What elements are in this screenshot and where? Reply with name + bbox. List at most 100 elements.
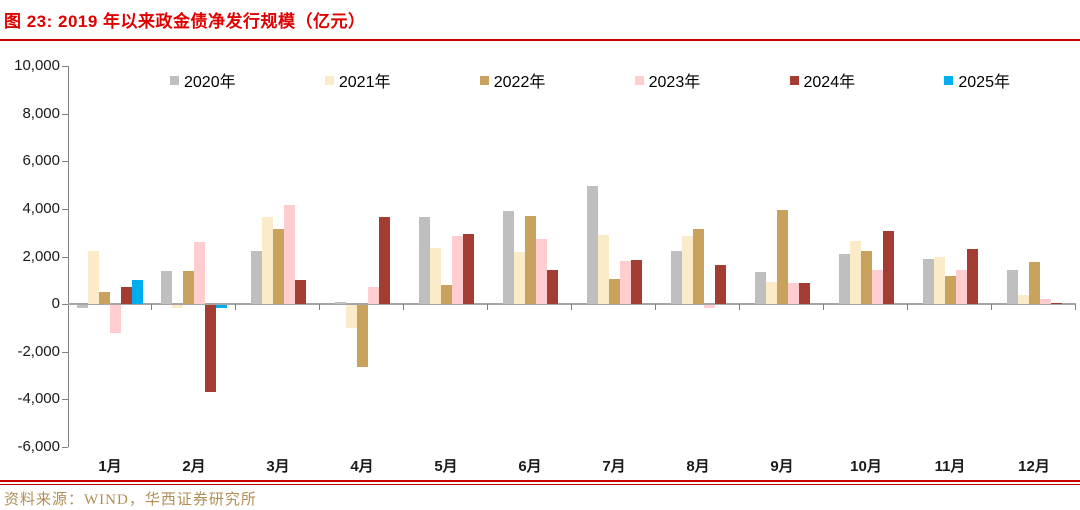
legend-label: 2024年 bbox=[803, 74, 856, 91]
bar-2024年-5月 bbox=[462, 233, 474, 305]
plot-area bbox=[62, 66, 1076, 448]
bar-2024年-1月 bbox=[121, 287, 132, 305]
legend-label: 2020年 bbox=[184, 74, 236, 91]
y-axis-tick-label: 2,000 bbox=[22, 247, 60, 265]
y-axis-tick bbox=[62, 66, 68, 67]
y-axis-tick bbox=[62, 399, 68, 401]
legend-swatch bbox=[170, 75, 179, 85]
bar-2020年-7月 bbox=[586, 186, 598, 305]
bar-2020年-4月 bbox=[334, 301, 346, 305]
bar-2023年-1月 bbox=[110, 305, 121, 333]
bar-2020年-5月 bbox=[418, 217, 430, 305]
bar-2021年-8月 bbox=[681, 236, 693, 305]
x-axis-tick bbox=[991, 304, 992, 311]
legend-swatch bbox=[324, 75, 334, 85]
bar-2021年-6月 bbox=[513, 251, 525, 305]
x-axis-zero-line bbox=[68, 303, 1076, 306]
legend-item-2020年: 2020年 bbox=[170, 68, 236, 92]
legend-item-2021年: 2021年 bbox=[324, 68, 390, 92]
bar-2022年-1月 bbox=[99, 292, 110, 305]
bar-2020年-10月 bbox=[838, 254, 850, 305]
bar-2022年-2月 bbox=[183, 270, 194, 305]
bar-2021年-9月 bbox=[765, 281, 777, 305]
bar-2020年-12月 bbox=[1006, 269, 1018, 305]
bar-2024年-10月 bbox=[882, 231, 894, 305]
x-axis-label-4月: 4月 bbox=[350, 458, 374, 475]
bar-2023年-5月 bbox=[451, 236, 463, 305]
x-axis-label-8月: 8月 bbox=[686, 458, 710, 475]
bar-2020年-8月 bbox=[670, 250, 682, 305]
bar-2021年-5月 bbox=[429, 248, 441, 305]
bar-2021年-12月 bbox=[1017, 294, 1029, 305]
bar-2022年-3月 bbox=[272, 229, 284, 305]
x-axis-label-12月: 12月 bbox=[1018, 458, 1050, 475]
legend-item-2022年: 2022年 bbox=[479, 68, 546, 92]
bar-2022年-11月 bbox=[944, 275, 956, 305]
bar-2020年-3月 bbox=[250, 250, 262, 305]
footer-divider-thin bbox=[0, 484, 1080, 485]
y-axis-tick-label: -4,000 bbox=[17, 390, 60, 408]
bar-2023年-3月 bbox=[283, 205, 295, 305]
footer-divider bbox=[0, 480, 1080, 482]
legend-item-2023年: 2023年 bbox=[634, 68, 701, 92]
y-axis-tick-label: 0 bbox=[51, 295, 60, 313]
bar-2024年-12月 bbox=[1050, 302, 1062, 305]
bar-2024年-2月 bbox=[205, 305, 216, 393]
bar-2023年-4月 bbox=[367, 287, 379, 305]
bar-2020年-6月 bbox=[502, 211, 514, 305]
bar-2022年-12月 bbox=[1028, 262, 1040, 305]
x-axis-label-3月: 3月 bbox=[266, 458, 290, 475]
y-axis-tick bbox=[62, 161, 68, 163]
legend-label: 2022年 bbox=[493, 74, 546, 91]
bar-2023年-6月 bbox=[535, 238, 547, 305]
legend-label: 2023年 bbox=[648, 74, 701, 91]
bar-2025年-1月 bbox=[132, 280, 143, 305]
x-axis-tick bbox=[739, 304, 740, 311]
bar-2024年-9月 bbox=[798, 282, 810, 305]
y-axis-tick bbox=[62, 351, 68, 353]
y-axis-tick bbox=[62, 304, 68, 306]
x-axis-label-6月: 6月 bbox=[518, 458, 542, 475]
figure-title: 图 23: 2019 年以来政金债净发行规模（亿元） bbox=[4, 12, 366, 31]
bar-2024年-3月 bbox=[294, 280, 306, 305]
x-axis-label-5月: 5月 bbox=[434, 458, 458, 475]
bar-2022年-5月 bbox=[440, 285, 452, 305]
bar-2020年-9月 bbox=[754, 271, 766, 305]
bar-2022年-4月 bbox=[356, 305, 368, 368]
bar-2022年-8月 bbox=[692, 229, 704, 305]
bar-2023年-10月 bbox=[871, 269, 883, 305]
y-axis-tick bbox=[62, 208, 68, 210]
legend-item-2025年: 2025年 bbox=[944, 68, 1010, 92]
x-axis-tick bbox=[571, 304, 572, 311]
legend-item-2024年: 2024年 bbox=[789, 68, 856, 92]
y-axis-tick bbox=[62, 447, 68, 448]
x-axis-tick bbox=[235, 304, 236, 311]
bar-2020年-2月 bbox=[161, 270, 172, 305]
y-axis-line bbox=[68, 66, 69, 447]
bar-2022年-6月 bbox=[524, 216, 536, 305]
x-axis-tick bbox=[319, 304, 320, 311]
bar-2021年-7月 bbox=[597, 235, 609, 305]
y-axis-tick-label: -6,000 bbox=[17, 438, 60, 455]
title-divider bbox=[0, 39, 1080, 41]
bar-chart: 2020年 2021年 2022年 2023年 2024年 2025年 10,000 8,0… bbox=[0, 50, 1080, 475]
bar-2024年-6月 bbox=[546, 269, 558, 305]
legend-swatch bbox=[634, 75, 644, 85]
y-axis-tick-label: 10,000 bbox=[14, 57, 60, 74]
bar-2025年-2月 bbox=[216, 305, 227, 308]
bar-2021年-3月 bbox=[261, 217, 273, 305]
legend-swatch bbox=[944, 75, 954, 85]
x-axis-tick bbox=[655, 304, 656, 311]
legend-swatch bbox=[479, 75, 489, 85]
y-axis-tick bbox=[62, 256, 68, 258]
bar-2020年-1月 bbox=[77, 305, 88, 308]
y-axis-tick-label: -2,000 bbox=[17, 342, 60, 360]
bar-2024年-4月 bbox=[378, 217, 390, 305]
bar-2021年-4月 bbox=[345, 305, 357, 328]
bar-2023年-11月 bbox=[955, 269, 967, 305]
chart-legend: 2020年 2021年 2022年 2023年 2024年 2025年 bbox=[170, 68, 1010, 92]
bar-2023年-12月 bbox=[1039, 299, 1051, 305]
bar-2024年-8月 bbox=[714, 264, 726, 305]
bar-2022年-7月 bbox=[608, 279, 620, 305]
bar-2023年-9月 bbox=[787, 282, 799, 305]
